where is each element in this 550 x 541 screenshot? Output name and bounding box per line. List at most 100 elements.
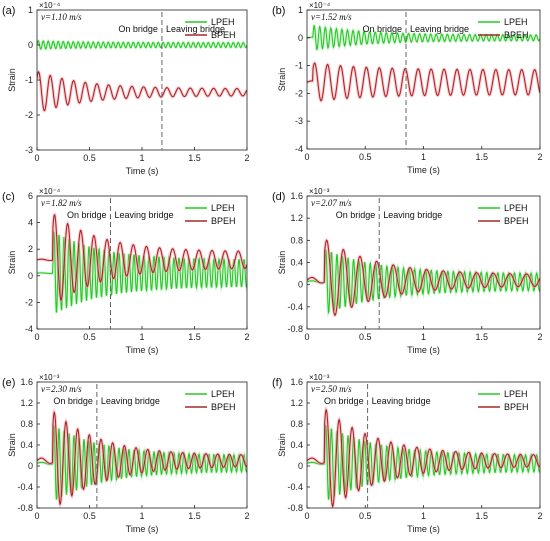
x-axis-label: Time (s) (407, 345, 440, 355)
x-tick-label: 1 (421, 152, 426, 162)
y-tick-label: -2 (25, 110, 33, 120)
x-tick-label: 0 (34, 153, 39, 163)
y-tick-label: -0.4 (17, 482, 33, 492)
leaving-bridge-label: Leaving bridge (410, 24, 469, 34)
y-tick-label: 2 (28, 244, 33, 254)
velocity-label: v=2.07 m/s (311, 198, 352, 208)
y-tick-label: 0 (28, 271, 33, 281)
x-tick-label: 2 (537, 152, 542, 162)
x-tick-label: 0 (304, 152, 309, 162)
x-tick-label: 0 (34, 332, 39, 342)
velocity-label: v=2.30 m/s (41, 384, 82, 394)
legend-label-lpeh: LPEH (211, 17, 235, 27)
axis-exponent: ×10⁻³ (309, 187, 330, 196)
legend-label-bpeh: BPEH (504, 216, 529, 226)
x-tick-label: 2 (537, 332, 542, 342)
series-bpeh-line (37, 71, 247, 112)
y-tick-label: 1 (28, 5, 33, 15)
y-tick-label: 0 (298, 461, 303, 471)
x-tick-label: 1 (139, 511, 144, 521)
x-tick-label: 1 (421, 511, 426, 521)
y-tick-label: -4 (295, 144, 303, 154)
y-tick-label: 1.6 (20, 377, 33, 387)
x-tick-label: 0.5 (359, 332, 372, 342)
leaving-bridge-label: Leaving bridge (115, 210, 174, 220)
x-tick-label: 0.5 (83, 511, 96, 521)
x-tick-label: 0 (304, 332, 309, 342)
leaving-bridge-label: Leaving bridge (101, 396, 160, 406)
y-axis-label: Strain (7, 433, 17, 457)
panel-label: (f) (272, 377, 282, 389)
series-lpeh-line (307, 25, 540, 51)
velocity-label: v=2.50 m/s (311, 384, 352, 394)
y-tick-label: -0.4 (287, 302, 303, 312)
y-tick-label: 1.2 (290, 398, 303, 408)
panel-label: (d) (272, 191, 285, 203)
panel-c: 0 0.5 1 1.5 2 6 4 2 0 -2 -4 Time (s) Strain (c) ×10⁻⁴ v… (2, 187, 250, 355)
panel-f: 0 0.5 1 1.5 2 1.6 1.2 0.8 0.4 0 -0.4 -0.8 Time (s) St… (272, 373, 543, 534)
panel-label: (b) (272, 5, 285, 17)
x-tick-label: 1.5 (188, 332, 201, 342)
axis-exponent: ×10⁻⁴ (39, 1, 61, 10)
panel-d: 0 0.5 1 1.5 2 1.6 1.2 0.8 0.4 0 -0.4 -0.8 Time (s) St… (272, 187, 543, 355)
y-tick-label: -1 (25, 75, 33, 85)
y-tick-label: -4 (25, 324, 33, 334)
series-bpeh-line (37, 410, 247, 506)
velocity-label: v=1.82 m/s (41, 198, 82, 208)
panel-a: 0 0.5 1 1.5 2 1 0 -1 -2 -3 Time (s) Strain (a) ×10⁻⁴ v… (2, 1, 250, 176)
axis-exponent: ×10⁻³ (39, 373, 60, 382)
on-bridge-label: On bridge (336, 210, 376, 220)
series-bpeh-line (307, 239, 540, 317)
y-tick-label: 0 (28, 40, 33, 50)
y-tick-label: -0.4 (287, 482, 303, 492)
x-tick-label: 0.5 (83, 332, 96, 342)
panel-e: 0 0.5 1 1.5 2 1.6 1.2 0.8 0.4 0 -0.4 -0.8 Time (s) St… (2, 373, 250, 534)
y-tick-label: -2 (295, 88, 303, 98)
x-tick-label: 0.5 (359, 152, 372, 162)
series-bpeh-line (307, 408, 540, 508)
y-tick-label: 1.6 (290, 191, 303, 201)
series-lpeh-line (37, 39, 247, 50)
x-tick-label: 0.5 (359, 511, 372, 521)
x-tick-label: 2 (244, 511, 249, 521)
panel-label: (e) (2, 377, 15, 389)
y-tick-label: 1.2 (290, 213, 303, 223)
legend-label-lpeh: LPEH (504, 17, 528, 27)
x-tick-label: 1 (139, 332, 144, 342)
y-tick-label: 0.4 (20, 440, 33, 450)
series-bpeh-line (307, 62, 540, 102)
axis-exponent: ×10⁻³ (309, 373, 330, 382)
leaving-bridge-label: Leaving bridge (166, 24, 225, 34)
y-tick-label: 0.8 (290, 419, 303, 429)
axis-exponent: ×10⁻⁴ (39, 187, 61, 196)
y-axis-label: Strain (277, 251, 287, 275)
x-axis-label: Time (s) (126, 166, 159, 176)
y-tick-label: 1 (298, 5, 303, 15)
y-axis-label: Strain (7, 68, 17, 92)
y-tick-label: -3 (25, 145, 33, 155)
legend-label-bpeh: BPEH (211, 402, 236, 412)
leaving-bridge-label: Leaving bridge (372, 396, 431, 406)
legend-label-bpeh: BPEH (504, 30, 529, 40)
y-tick-label: 0.4 (290, 258, 303, 268)
panel-label: (a) (2, 5, 15, 17)
y-tick-label: -3 (295, 116, 303, 126)
y-tick-label: -0.8 (287, 503, 303, 513)
x-axis-label: Time (s) (407, 524, 440, 534)
on-bridge-label: On bridge (362, 24, 402, 34)
x-tick-label: 1.5 (188, 511, 201, 521)
legend-label-lpeh: LPEH (211, 389, 235, 399)
x-tick-label: 0 (34, 511, 39, 521)
panel-label: (c) (2, 191, 15, 203)
series-bpeh-line (37, 213, 247, 302)
x-tick-label: 2 (244, 332, 249, 342)
y-axis-label: Strain (7, 251, 17, 275)
y-tick-label: -0.8 (17, 503, 33, 513)
y-axis-label: Strain (277, 68, 287, 92)
x-axis-label: Time (s) (407, 165, 440, 175)
legend-label-lpeh: LPEH (504, 203, 528, 213)
y-tick-label: 6 (28, 191, 33, 201)
legend-label-lpeh: LPEH (504, 389, 528, 399)
x-tick-label: 1.5 (475, 152, 488, 162)
